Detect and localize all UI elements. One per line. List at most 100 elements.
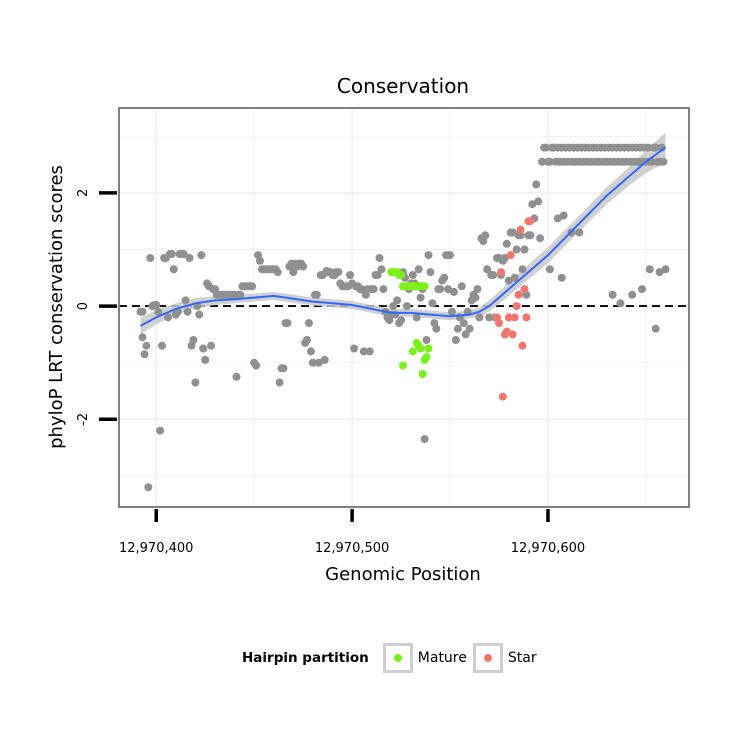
other-point [553,214,562,223]
other-point [408,271,417,279]
other-point [252,361,261,370]
axes: 12,970,400 12,970,500 12,970,600 -2 0 2 [76,189,585,556]
legend-label-star: Star [507,650,537,666]
other-point [334,268,343,277]
star-point [510,313,519,322]
other-point [183,307,192,316]
legend-key-star [472,643,503,673]
other-point [393,296,402,305]
other-point [152,301,161,309]
star-point [520,285,529,294]
legend-key-mature [382,643,413,673]
other-point [195,310,204,319]
other-point [369,285,378,294]
other-point [275,378,284,387]
star-point [514,290,523,299]
other-point [481,231,490,240]
other-point [545,265,554,274]
other-point [545,157,554,166]
other-point [459,319,468,328]
other-point [389,302,398,311]
other-point [359,347,368,356]
other-point [518,265,527,274]
other-point [428,299,437,308]
other-point [397,316,406,325]
legend: Hairpin partition Mature Star [242,640,543,676]
other-point [655,268,664,277]
plot-grid [119,108,689,507]
other-point [645,265,654,274]
x-axis-title: Genomic Position [325,564,481,585]
other-point [248,282,257,291]
other-point [164,313,172,322]
other-point [420,435,429,444]
other-point [575,228,584,237]
other-point [156,426,165,435]
other-point [144,483,153,492]
other-point [616,299,625,308]
other-point [659,157,668,166]
other-point [412,313,421,322]
other-point [502,239,511,248]
other-point [510,273,519,282]
other-point [256,256,264,265]
other-point [181,296,190,305]
mature-point [418,370,427,378]
other-point [303,336,311,344]
other-point [299,262,308,271]
other-point [643,143,652,152]
other-point [557,273,566,282]
other-point [377,265,386,274]
other-point [138,333,147,342]
other-point [516,231,525,240]
other-point [185,254,194,262]
x-tick-label: 12,970,500 [315,541,389,556]
other-point [440,273,449,282]
other-point [357,285,366,294]
other-point [520,245,529,254]
other-point [426,268,435,277]
other-point [189,336,198,344]
other-point [312,290,321,299]
other-point [169,265,178,274]
other-point [307,347,315,356]
other-point [138,307,147,316]
other-point [191,378,200,387]
star-point [522,313,531,322]
legend-title: Hairpin partition [242,650,369,666]
other-point [473,285,482,294]
other-point [489,271,498,279]
other-point [534,197,543,206]
other-point [424,251,433,260]
star-dot-icon [483,654,492,662]
other-point [199,344,208,353]
mature-point [416,344,425,353]
other-point [350,344,359,353]
star-point [508,330,517,339]
other-point [167,250,176,258]
star-point [504,313,513,322]
x-tick-label: 12,970,600 [511,541,585,556]
scatter-points [136,143,670,492]
other-point [308,358,317,367]
star-point [516,225,525,234]
other-point [158,341,167,350]
other-point [538,157,547,166]
legend-label-mature: Mature [417,650,467,666]
other-point [416,293,425,302]
other-point [414,265,423,274]
mature-point [424,344,433,353]
other-point [475,313,484,322]
other-point [422,336,431,344]
other-point [279,364,288,373]
other-point [436,285,445,294]
other-point [273,268,282,277]
other-point [628,290,637,299]
mature-point [422,353,431,361]
x-tick-label: 12,970,400 [119,541,193,556]
other-point [207,341,216,350]
other-point [232,372,241,381]
other-point [391,310,400,319]
plot-panel-border [118,107,690,508]
